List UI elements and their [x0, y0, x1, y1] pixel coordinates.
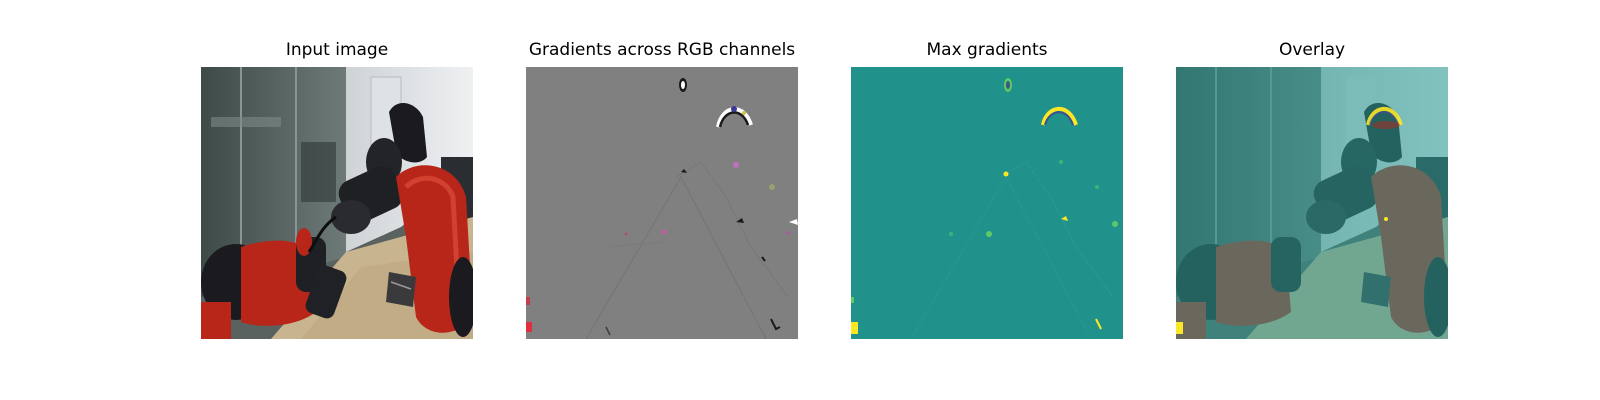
max-gradients-map — [851, 67, 1123, 339]
panel-title-overlay: Overlay — [1278, 40, 1346, 60]
input-image-panel — [201, 67, 473, 339]
overlay-panel — [1176, 67, 1448, 339]
panel-title-input-image: Input image — [285, 40, 389, 60]
overlay-image — [1176, 67, 1448, 339]
panel-title-rgb-gradients: Gradients across RGB channels — [528, 40, 796, 60]
input-image — [201, 67, 473, 339]
rgb-gradients-map — [526, 67, 798, 339]
panel-title-max-gradients: Max gradients — [926, 40, 1048, 60]
rgb-gradients-panel — [526, 67, 798, 339]
max-gradients-panel — [851, 67, 1123, 339]
